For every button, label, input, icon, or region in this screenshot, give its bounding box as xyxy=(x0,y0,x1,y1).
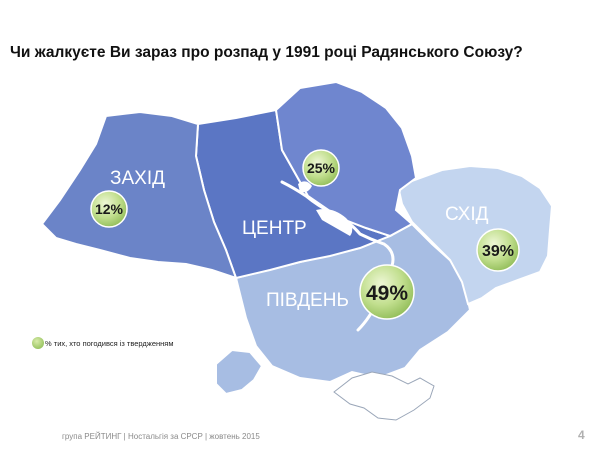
value-west: 12% xyxy=(95,201,124,217)
region-label-west: ЗАХІД xyxy=(110,168,165,189)
value-south: 49% xyxy=(366,282,408,305)
bubble-east: 39% xyxy=(476,228,520,272)
region-south-strip xyxy=(215,348,264,396)
bubble-center: 25% xyxy=(302,149,340,187)
kremenchuk-reservoir xyxy=(316,209,353,236)
bubble-west: 12% xyxy=(90,190,128,228)
legend: % тих, хто погодився із твердженням xyxy=(32,336,174,350)
kyiv-reservoir xyxy=(298,181,312,193)
value-east: 39% xyxy=(482,243,514,260)
legend-text: % тих, хто погодився із твердженням xyxy=(45,338,174,348)
page-number: 4 xyxy=(578,428,585,442)
region-label-east: СХІД xyxy=(445,204,489,225)
page-title: Чи жалкуєте Ви зараз про розпад у 1991 р… xyxy=(10,44,523,61)
region-west xyxy=(40,110,238,280)
value-center: 25% xyxy=(307,160,336,176)
region-label-center: ЦЕНТР xyxy=(242,218,307,239)
legend-bubble-icon xyxy=(32,337,44,349)
region-east xyxy=(396,164,554,306)
bubble-south: 49% xyxy=(359,264,415,320)
footer-text: група РЕЙТИНГ | Ностальгія за СРСР | жов… xyxy=(62,432,260,441)
region-label-south: ПІВДЕНЬ xyxy=(266,290,349,311)
crimea xyxy=(333,371,435,421)
